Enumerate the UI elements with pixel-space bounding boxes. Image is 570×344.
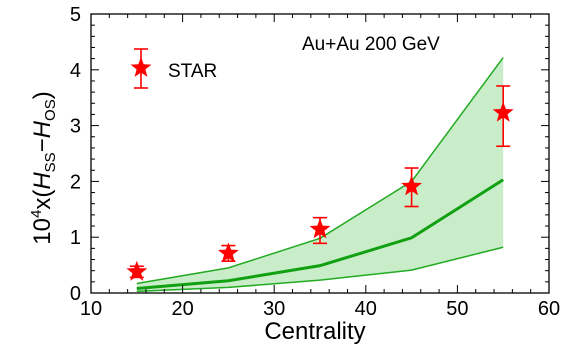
x-tick-label: 20 (171, 298, 193, 320)
ylabel-sub1: SS (42, 152, 59, 172)
x-axis-title: Centrality (264, 318, 365, 344)
ylabel-h2: H (29, 120, 56, 138)
theory-band-layer (136, 57, 505, 293)
x-tick-label: 30 (263, 298, 285, 320)
tick-labels: 10 20 30 40 50 60 0 1 2 3 4 5 (70, 4, 560, 320)
data-marks-layer (126, 85, 514, 281)
y-tick-label: 2 (70, 171, 81, 193)
band-central-line (136, 178, 505, 291)
x-tick-label: 40 (355, 298, 377, 320)
ylabel-prefix: 10 (29, 218, 56, 245)
legend-label: STAR (168, 61, 217, 82)
legend-star (130, 57, 152, 77)
axis-ticks (90, 13, 550, 294)
ylabel-times: x( (29, 190, 56, 210)
ylabel-exponent: 4 (28, 210, 45, 218)
plot-frame (90, 13, 550, 294)
star-point-3 (309, 218, 331, 239)
ylabel-sub2: OS (42, 99, 59, 121)
y-axis-title: 104x(HSS−HOS) (28, 91, 59, 244)
y-tick-label: 1 (70, 227, 81, 249)
x-tick-label: 10 (80, 298, 102, 320)
y-tick-label: 5 (70, 4, 81, 26)
star-point-2 (217, 242, 239, 263)
y-tick-label: 3 (70, 116, 81, 138)
annotation-text: Au+Au 200 GeV (302, 34, 440, 55)
x-tick-label: 60 (538, 298, 560, 320)
ylabel-close: ) (29, 91, 56, 99)
star-point-4 (401, 175, 423, 196)
ylabel-minus: − (29, 138, 56, 152)
y-tick-label: 0 (70, 283, 81, 305)
band-area (136, 57, 504, 292)
band-lower-line (136, 246, 504, 293)
star-point-1 (126, 260, 148, 281)
legend-star-marker (130, 48, 152, 89)
y-tick-label: 4 (70, 60, 81, 82)
ylabel-h1: H (29, 172, 56, 190)
x-tick-label: 50 (446, 298, 468, 320)
star-point-5 (492, 101, 514, 122)
legend: STAR (130, 48, 217, 89)
